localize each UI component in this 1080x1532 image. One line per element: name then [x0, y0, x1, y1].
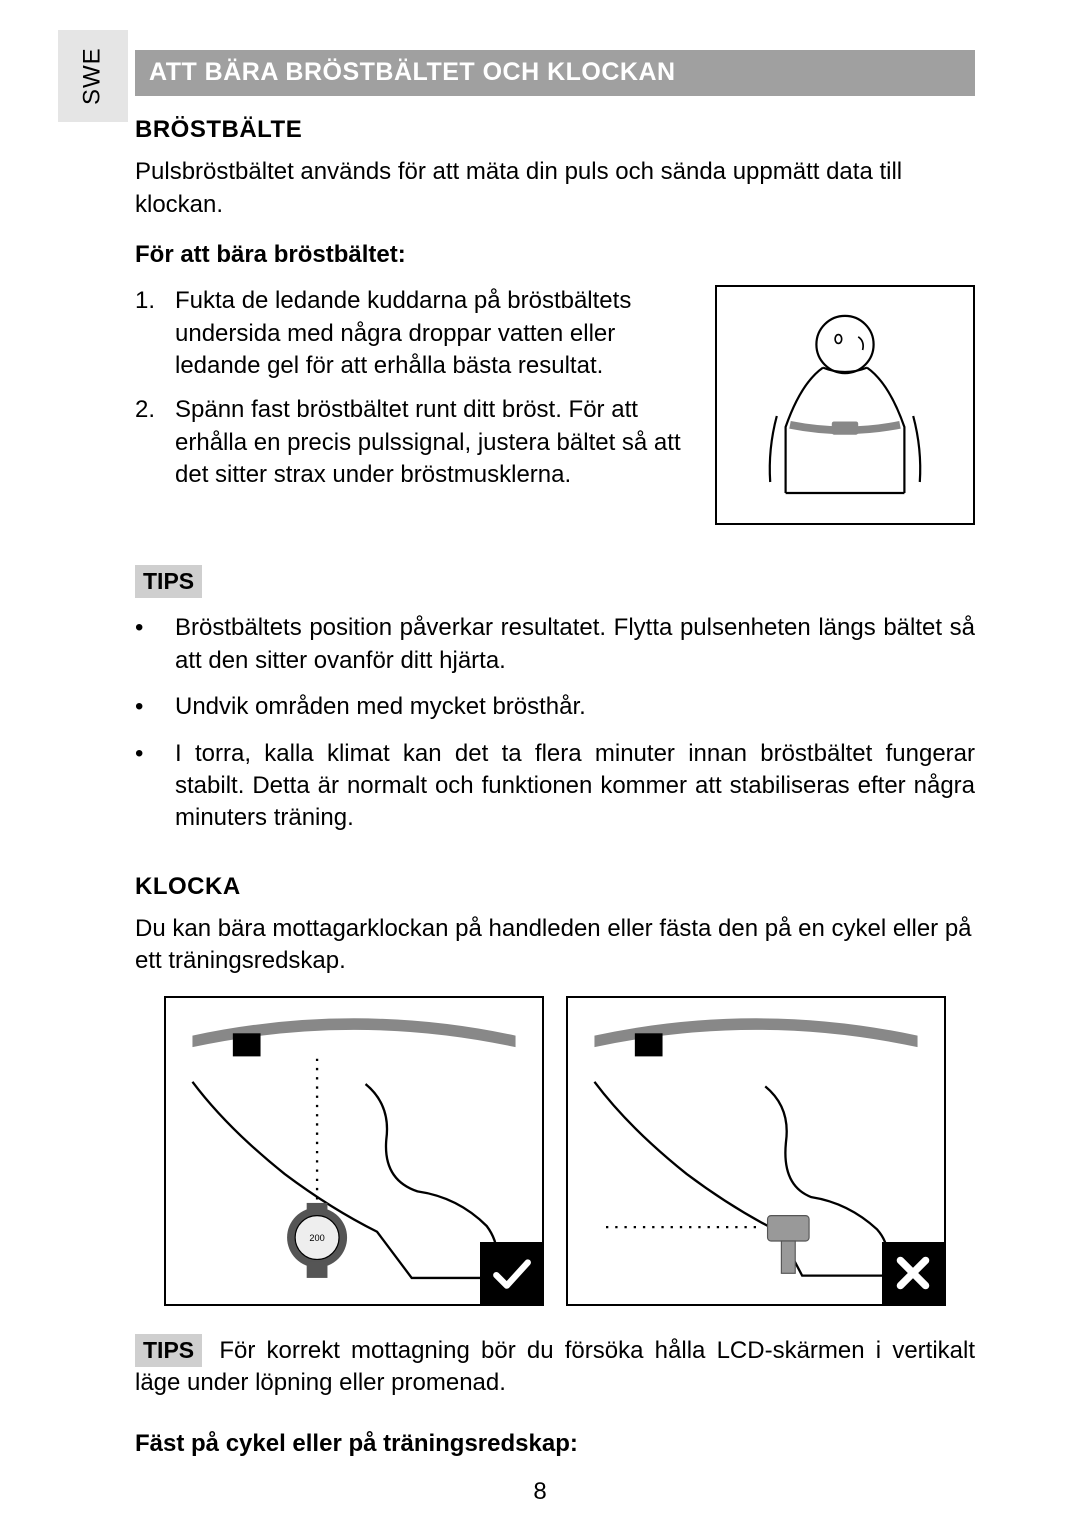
- main-heading: ATT BÄRA BRÖSTBÄLTET OCH KLOCKAN: [135, 50, 975, 96]
- svg-text:200: 200: [309, 1233, 324, 1243]
- tips-badge-2: TIPS: [135, 1334, 202, 1367]
- tip-1: •Bröstbältets position påverkar resultat…: [135, 612, 975, 677]
- cross-icon: [882, 1242, 944, 1304]
- step-2-number: 2.: [135, 394, 175, 491]
- section-1-title: BRÖSTBÄLTE: [135, 114, 975, 146]
- tip-2: •Undvik områden med mycket brösthår.: [135, 691, 975, 723]
- step-2: 2. Spänn fast bröstbältet runt ditt brös…: [135, 394, 691, 491]
- check-icon: [480, 1242, 542, 1304]
- tips-2-text: För korrekt mottagning bör du försöka hå…: [135, 1337, 975, 1396]
- step-1-number: 1.: [135, 285, 175, 382]
- watch-figures: 200: [135, 996, 975, 1306]
- attach-label: Fäst på cykel eller på träningsredskap:: [135, 1428, 975, 1460]
- step-1-text: Fukta de ledande kuddarna på bröstbältet…: [175, 285, 691, 382]
- figure-chest-strap: [715, 285, 975, 525]
- section-2-title: KLOCKA: [135, 871, 975, 903]
- step-1: 1. Fukta de ledande kuddarna på bröstbäl…: [135, 285, 691, 382]
- page-number: 8: [0, 1476, 1080, 1508]
- step-2-text: Spänn fast bröstbältet runt ditt bröst. …: [175, 394, 691, 491]
- language-label: SWE: [77, 47, 109, 105]
- figure-incorrect: [566, 996, 946, 1306]
- language-tab: SWE: [58, 30, 128, 122]
- tips-2-paragraph: TIPS För korrekt mottagning bör du försö…: [135, 1334, 975, 1400]
- tips-badge: TIPS: [135, 565, 202, 598]
- tips-list: •Bröstbältets position påverkar resultat…: [135, 612, 975, 834]
- tip-3: •I torra, kalla klimat kan det ta flera …: [135, 738, 975, 835]
- wear-label: För att bära bröstbältet:: [135, 239, 975, 271]
- section-2-intro: Du kan bära mottagarklockan på handleden…: [135, 913, 975, 978]
- section-1-intro: Pulsbröstbältet används för att mäta din…: [135, 156, 975, 221]
- figure-correct: 200: [164, 996, 544, 1306]
